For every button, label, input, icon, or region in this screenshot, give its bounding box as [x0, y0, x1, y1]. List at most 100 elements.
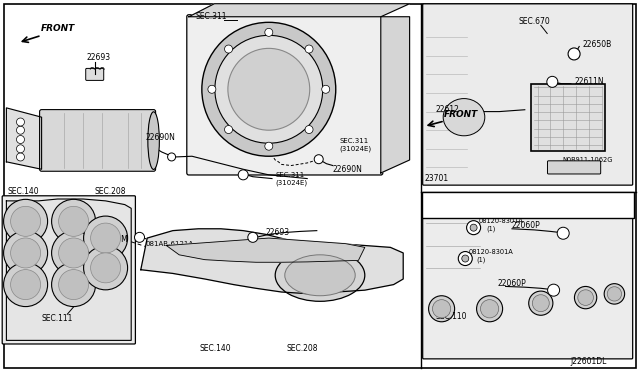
Circle shape: [228, 48, 310, 130]
Text: 23701: 23701: [425, 174, 449, 183]
Text: SEC.311: SEC.311: [275, 172, 305, 178]
Text: SEC.208: SEC.208: [95, 187, 126, 196]
Circle shape: [208, 85, 216, 93]
Circle shape: [532, 295, 549, 312]
Circle shape: [4, 263, 47, 307]
Circle shape: [481, 300, 499, 318]
Circle shape: [433, 300, 451, 318]
FancyBboxPatch shape: [422, 4, 633, 185]
Text: SEC.208: SEC.208: [287, 344, 318, 353]
Circle shape: [202, 22, 336, 156]
Text: (1): (1): [486, 225, 496, 232]
Circle shape: [429, 296, 454, 322]
Polygon shape: [166, 238, 365, 262]
Circle shape: [604, 284, 625, 304]
Circle shape: [578, 290, 593, 305]
Circle shape: [4, 199, 47, 243]
Circle shape: [17, 126, 24, 134]
Text: 22690N: 22690N: [333, 165, 363, 174]
Circle shape: [59, 238, 88, 268]
Text: SEC.111: SEC.111: [42, 314, 73, 323]
Circle shape: [84, 246, 127, 290]
Circle shape: [568, 48, 580, 60]
Circle shape: [59, 270, 88, 299]
Polygon shape: [6, 108, 42, 169]
Circle shape: [305, 125, 313, 134]
Circle shape: [265, 28, 273, 36]
Text: 22693: 22693: [266, 228, 290, 237]
Text: 081AB-6121A: 081AB-6121A: [146, 241, 194, 247]
Circle shape: [134, 232, 145, 242]
Circle shape: [84, 216, 127, 260]
Ellipse shape: [148, 112, 159, 170]
Circle shape: [4, 231, 47, 275]
Circle shape: [265, 142, 273, 150]
Polygon shape: [6, 199, 131, 340]
FancyBboxPatch shape: [40, 110, 156, 171]
Circle shape: [314, 155, 323, 164]
Bar: [422, 192, 634, 218]
Text: SEC.140: SEC.140: [200, 344, 231, 353]
Text: THIS ECU MUST BE PROGRAMMED DATA.: THIS ECU MUST BE PROGRAMMED DATA.: [425, 203, 566, 209]
Text: SEC.311: SEC.311: [339, 138, 369, 144]
Text: 08120-8301A: 08120-8301A: [479, 218, 524, 224]
Circle shape: [52, 263, 95, 307]
Circle shape: [238, 170, 248, 180]
Text: (31024E): (31024E): [339, 145, 371, 152]
Circle shape: [547, 76, 558, 87]
Circle shape: [548, 284, 559, 296]
FancyBboxPatch shape: [2, 196, 136, 344]
Ellipse shape: [275, 249, 365, 301]
Circle shape: [529, 291, 553, 315]
Text: 22650M: 22650M: [97, 235, 128, 244]
Circle shape: [607, 287, 621, 301]
Text: N0B911-1062G: N0B911-1062G: [562, 157, 612, 163]
Text: ATTENTION: ATTENTION: [426, 193, 476, 202]
Text: SEC.311: SEC.311: [195, 12, 227, 21]
Text: 08120-8301A: 08120-8301A: [468, 249, 513, 255]
Circle shape: [17, 153, 24, 161]
Circle shape: [458, 251, 472, 266]
Circle shape: [248, 232, 258, 242]
Circle shape: [168, 153, 175, 161]
Circle shape: [91, 253, 120, 283]
Text: (1): (1): [477, 256, 486, 263]
Text: SEC.670: SEC.670: [518, 17, 550, 26]
Circle shape: [557, 227, 569, 239]
Circle shape: [17, 145, 24, 153]
Text: 22693: 22693: [86, 53, 111, 62]
Text: FRONT: FRONT: [444, 110, 479, 119]
FancyBboxPatch shape: [187, 15, 383, 175]
Circle shape: [91, 223, 120, 253]
Text: (4): (4): [576, 164, 586, 171]
Circle shape: [305, 45, 313, 53]
Circle shape: [470, 224, 477, 231]
Text: FRONT: FRONT: [40, 25, 75, 33]
Circle shape: [225, 45, 232, 53]
Text: 22060P: 22060P: [512, 221, 541, 230]
Circle shape: [575, 286, 596, 309]
Ellipse shape: [443, 99, 484, 136]
FancyBboxPatch shape: [422, 193, 633, 359]
Text: 22612: 22612: [435, 105, 459, 114]
Circle shape: [52, 199, 95, 243]
Circle shape: [11, 238, 40, 268]
Circle shape: [11, 206, 40, 236]
Text: SEC.140: SEC.140: [8, 187, 39, 196]
Circle shape: [462, 255, 468, 262]
FancyBboxPatch shape: [86, 68, 104, 80]
Text: 22611N: 22611N: [574, 77, 604, 86]
Circle shape: [467, 221, 481, 235]
Text: (31024E): (31024E): [275, 179, 307, 186]
Text: 22060P: 22060P: [498, 279, 527, 288]
Ellipse shape: [285, 255, 355, 296]
Circle shape: [17, 118, 24, 126]
Circle shape: [59, 206, 88, 236]
Text: SEC.110: SEC.110: [435, 312, 467, 321]
Circle shape: [477, 296, 502, 322]
Circle shape: [17, 135, 24, 144]
Text: J22601DL: J22601DL: [571, 357, 607, 366]
Polygon shape: [141, 229, 403, 294]
Circle shape: [52, 231, 95, 275]
Circle shape: [322, 85, 330, 93]
